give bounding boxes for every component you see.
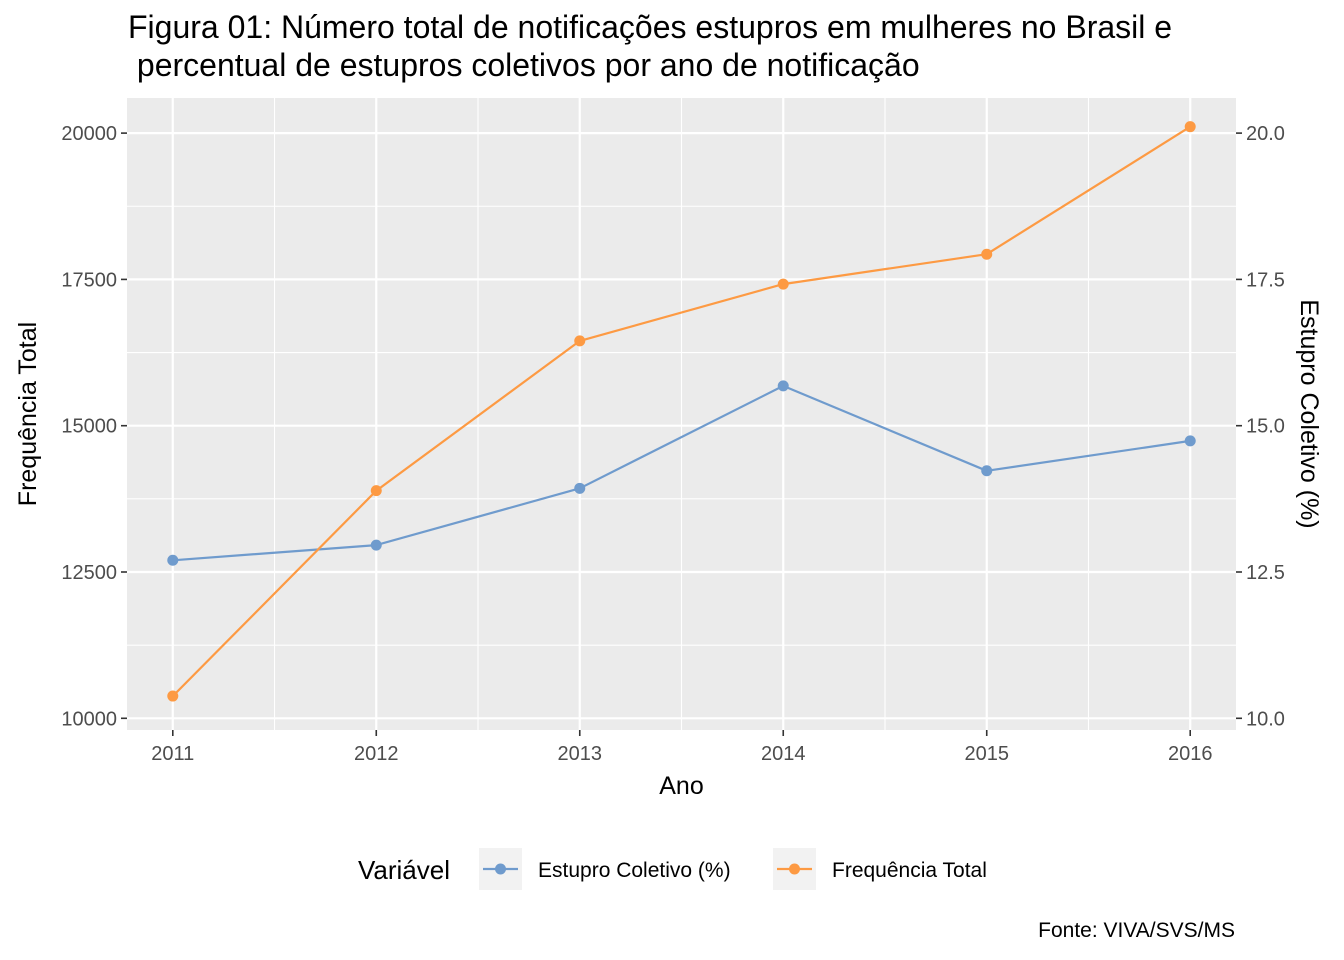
data-point-series-0 [981, 465, 993, 477]
data-point-series-1 [981, 248, 993, 260]
y-tick-label-left: 17500 [61, 269, 117, 291]
data-point-series-0 [777, 380, 789, 392]
legend-label-collective: Estupro Coletivo (%) [538, 859, 731, 882]
series-line-1 [172, 125, 1191, 697]
y-tick-label-right: 10.0 [1246, 708, 1285, 730]
y-tick-label-right: 20.0 [1246, 123, 1285, 145]
chart-title-line-2: percentual de estupros coletivos por ano… [128, 47, 920, 83]
x-tick-label: 2016 [1168, 743, 1213, 765]
chart-title-line-1: Figura 01: Número total de notificações … [128, 9, 1172, 45]
x-tick-label: 2013 [558, 743, 603, 765]
grid-minor [127, 98, 1236, 730]
x-tick-label: 2012 [354, 743, 399, 765]
data-point-series-1 [777, 278, 789, 290]
legend-label-total: Frequência Total [832, 859, 987, 882]
y-axis-title-right: Estupro Coletivo (%) [1295, 299, 1323, 528]
x-tick-label: 2015 [964, 743, 1009, 765]
axes-layer: 10000 12500 15000 17500 20000 10.0 12.5 15.0 17.… [61, 123, 1285, 765]
y-axis-title-left: Frequência Total [14, 322, 42, 506]
y-tick-label-right: 12.5 [1246, 562, 1285, 584]
data-point-series-1 [167, 690, 179, 702]
legend-key-point-collective [495, 863, 506, 875]
legend-title: Variável [358, 855, 450, 885]
y-tick-label-left: 10000 [61, 708, 117, 730]
legend: Variável Estupro Coletivo (%) Frequência… [358, 848, 987, 890]
y-tick-label-right: 15.0 [1246, 416, 1285, 438]
grid-major [127, 98, 1236, 730]
x-tick-label: 2014 [761, 743, 806, 765]
y-tick-label-left: 12500 [61, 562, 117, 584]
data-point-series-0 [574, 482, 586, 494]
y-tick-label-left: 15000 [61, 416, 117, 438]
series-layer [167, 121, 1196, 702]
y-tick-label-left: 20000 [61, 123, 117, 145]
series-line-0 [172, 384, 1191, 562]
legend-key-point-total [789, 863, 800, 875]
data-point-series-1 [1184, 121, 1196, 133]
data-point-series-0 [167, 554, 179, 566]
x-tick-label: 2011 [151, 743, 194, 765]
data-point-series-0 [1184, 435, 1196, 447]
x-axis-title: Ano [659, 772, 703, 800]
y-tick-label-right: 17.5 [1246, 269, 1285, 291]
caption-source: Fonte: VIVA/SVS/MS [1038, 919, 1235, 942]
data-point-series-0 [370, 539, 382, 551]
data-point-series-1 [370, 485, 382, 497]
data-point-series-1 [574, 335, 586, 347]
